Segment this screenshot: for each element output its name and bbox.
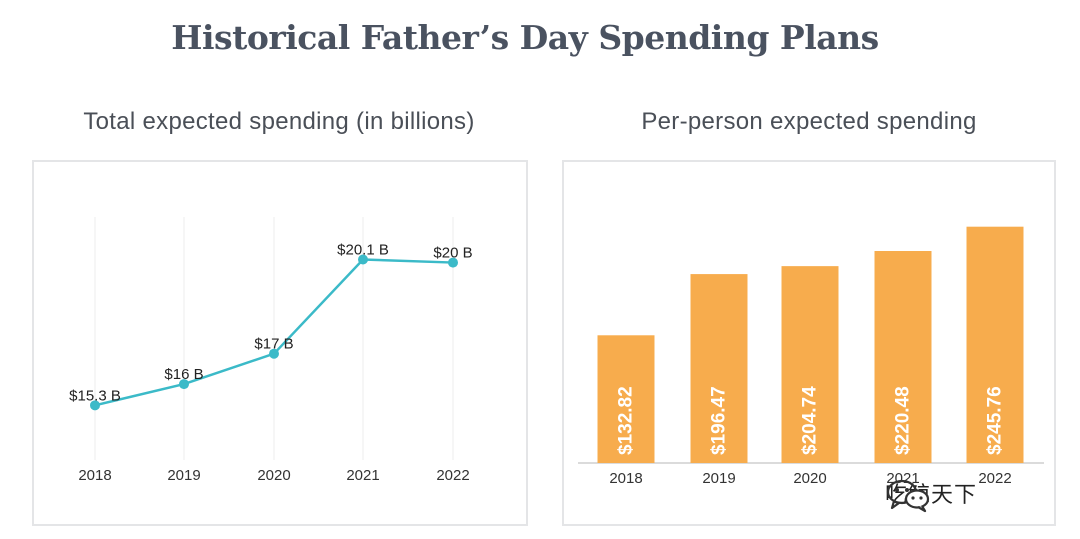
- data-point: [90, 400, 100, 411]
- data-point: [358, 254, 368, 265]
- bar: [597, 335, 655, 463]
- line-chart-title: Total expected spending (in billions): [83, 108, 475, 135]
- data-label: $20.1 B: [337, 242, 389, 259]
- bar: [966, 226, 1024, 463]
- bar-value-label: $132.82: [616, 386, 637, 455]
- line-chart-panel: $15.3 B 2018 $16 B 2019 $17 B 2020 $20.1 B 2021…: [32, 160, 528, 526]
- bar-value-label: $220.48: [893, 386, 914, 455]
- wechat-icon: [886, 479, 930, 513]
- bar-value-label: $245.76: [985, 386, 1006, 455]
- bar: [874, 251, 932, 463]
- page-title: Historical Father’s Day Spending Plans: [171, 18, 879, 57]
- bar: [781, 266, 839, 463]
- bar-chart-title: Per-person expected spending: [641, 108, 977, 135]
- line-chart: $15.3 B 2018 $16 B 2019 $17 B 2020 $20.1 B 2021…: [69, 217, 473, 484]
- x-tick-label: 2021: [346, 467, 379, 484]
- data-label: $17 B: [254, 336, 293, 353]
- data-point: [179, 379, 189, 390]
- x-tick-label: 2020: [257, 467, 290, 484]
- bar-chart: $132.82 2018 $196.47 2019 $204.74 2020 $220.48…: [578, 226, 1044, 487]
- x-tick-label: 2018: [78, 467, 111, 484]
- x-tick-label: 2022: [436, 467, 469, 484]
- x-tick-label: 2018: [609, 470, 642, 487]
- bar-chart-panel: $132.82 2018 $196.47 2019 $204.74 2020 $220.48…: [562, 160, 1056, 526]
- data-point: [269, 348, 279, 359]
- bar-value-label: $196.47: [709, 386, 730, 455]
- bar-value-label: $204.74: [800, 386, 821, 455]
- x-tick-label: 2019: [702, 470, 735, 487]
- data-point: [448, 257, 458, 268]
- x-tick-label: 2019: [167, 467, 200, 484]
- bar: [690, 274, 748, 463]
- x-tick-label: 2022: [978, 470, 1011, 487]
- data-label: $16 B: [164, 366, 203, 383]
- data-label: $15.3 B: [69, 387, 121, 404]
- x-tick-label: 2020: [793, 470, 826, 487]
- data-label: $20 B: [433, 245, 472, 262]
- watermark: 吃鲸天下: [885, 477, 977, 513]
